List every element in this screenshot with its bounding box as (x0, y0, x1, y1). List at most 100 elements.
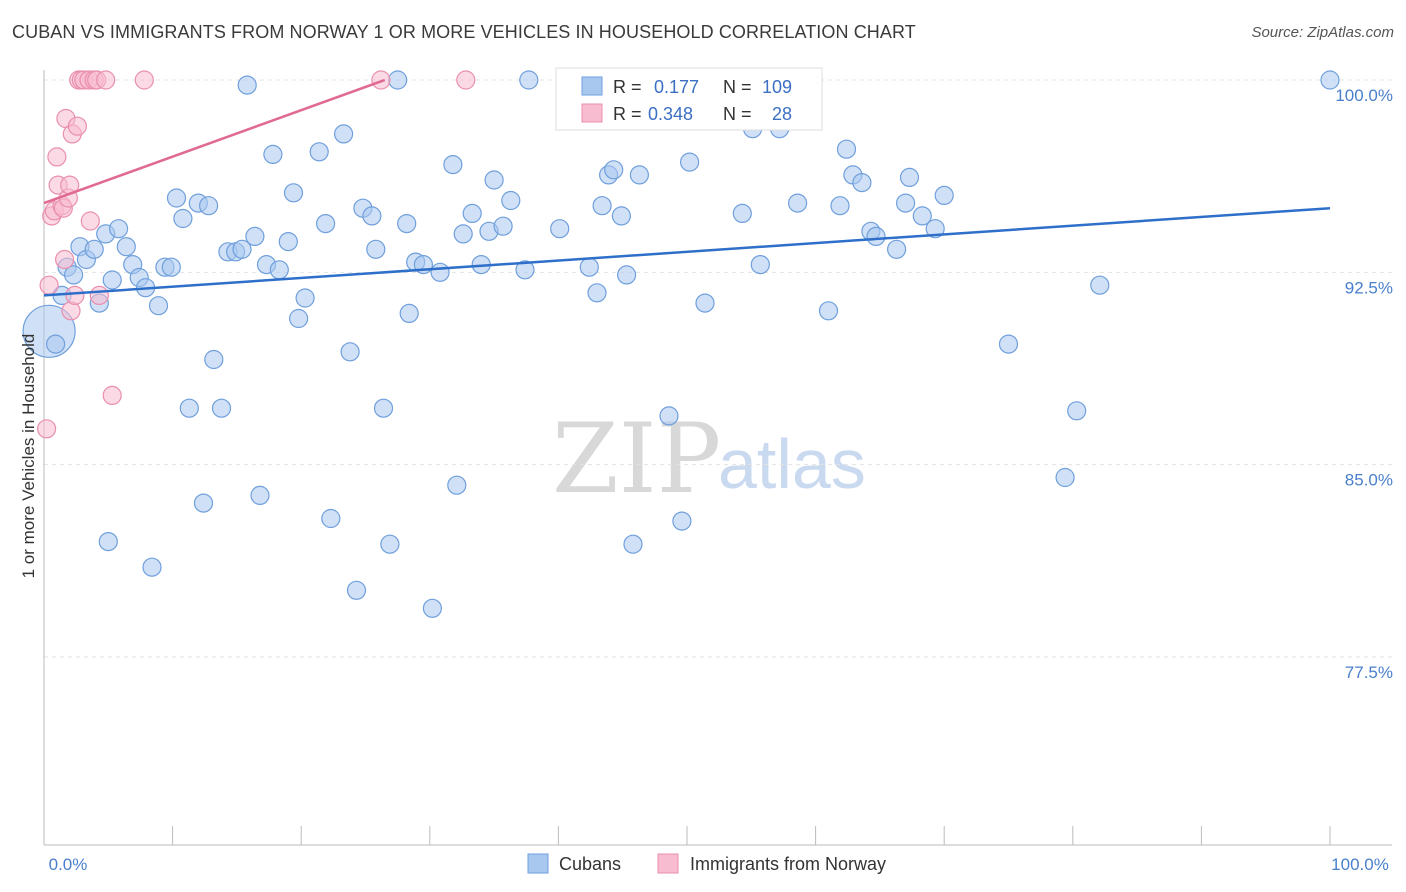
chart-source: Source: ZipAtlas.com (1251, 24, 1394, 41)
cubans-point (616, 265, 637, 285)
cubans-point (501, 190, 521, 211)
grid-lines (44, 79, 1392, 658)
trend-lines (43, 78, 1331, 297)
cubans-point (295, 288, 315, 308)
cubans-point (836, 139, 857, 159)
cubans-point (263, 144, 283, 164)
y-axis-title: 1 or more Vehicles in Household (19, 334, 38, 579)
legend-r-value-cubans: 0.177 (654, 77, 699, 97)
cubans-point (309, 142, 329, 162)
cubans-point (204, 349, 224, 370)
cubans-point (550, 219, 570, 239)
cubans-point (232, 239, 252, 259)
cubans-point (289, 308, 309, 329)
cubans-point (672, 511, 692, 531)
cubans-point (380, 534, 400, 554)
norway-point (371, 70, 391, 90)
norway-point (47, 147, 67, 167)
cubans-point (321, 508, 341, 529)
watermark-zip: ZIP (552, 403, 721, 515)
cubans-trend-line (43, 206, 1331, 297)
legend-n-value-cubans: 109 (762, 77, 792, 97)
stats-legend: R = 0.177 N = 109 R = 0.348 N = 28 (555, 67, 823, 131)
bottom-legend-swatch-norway (657, 853, 679, 874)
cubans-point (250, 485, 270, 505)
bottom-legend: Cubans Immigrants from Norway (527, 853, 886, 874)
cubans-point (346, 580, 367, 600)
data-points (22, 70, 1340, 618)
legend-swatch-norway (581, 103, 603, 123)
cubans-point (899, 167, 920, 187)
cubans-point (362, 206, 382, 226)
bottom-legend-label-cubans: Cubans (559, 854, 621, 874)
legend-r-label-cubans: R = (613, 77, 642, 97)
cubans-point (818, 301, 839, 321)
cubans-point (278, 232, 298, 252)
cubans-point (453, 224, 473, 244)
cubans-point (399, 303, 419, 323)
legend-r-label-norway: R = (613, 104, 642, 124)
cubans-point (422, 598, 442, 618)
y-tick-label-0: 77.5% (1345, 663, 1393, 682)
cubans-point (679, 152, 700, 172)
cubans-point (587, 283, 607, 303)
cubans-point (334, 124, 354, 144)
cubans-point (886, 239, 907, 259)
cubans-point (161, 257, 181, 277)
legend-n-label-norway: N = (723, 104, 752, 124)
cubans-point (166, 188, 187, 208)
cubans-point (1067, 401, 1087, 421)
cubans-point (830, 196, 850, 216)
cubans-point (1320, 70, 1340, 90)
cubans-point (895, 193, 916, 213)
cubans-point (173, 208, 193, 229)
cubans-point (579, 257, 599, 277)
watermark-atlas: atlas (718, 425, 866, 503)
cubans-point (611, 206, 632, 226)
cubans-point (397, 214, 417, 234)
norway-point (89, 285, 109, 305)
cubans-point (430, 262, 450, 282)
x-tick-label-100: 100.0% (1331, 855, 1389, 874)
norway-point (54, 249, 75, 270)
legend-r-value-norway: 0.348 (648, 104, 693, 124)
cubans-point (211, 398, 232, 418)
cubans-point (108, 219, 129, 239)
cubans-point (515, 260, 535, 280)
cubans-point (237, 75, 257, 95)
cubans-point (1055, 467, 1075, 488)
y-tick-label-3: 100.0% (1335, 86, 1393, 105)
cubans-point (604, 160, 624, 180)
cubans-point (519, 70, 539, 90)
cubans-point (269, 260, 289, 280)
cubans-point (592, 196, 612, 216)
norway-point (80, 211, 100, 231)
cubans-point (102, 270, 122, 290)
y-tick-label-1: 85.0% (1345, 471, 1393, 490)
norway-point (65, 285, 85, 305)
norway-point (67, 116, 88, 136)
norway-point (134, 70, 154, 90)
norway-point (36, 419, 57, 439)
cubans-point (493, 216, 513, 236)
cubans-point (142, 557, 162, 577)
legend-n-label-cubans: N = (723, 77, 752, 97)
norway-point (96, 70, 116, 90)
bottom-legend-swatch-cubans (527, 853, 549, 874)
cubans-point (925, 219, 945, 239)
cubans-point (787, 193, 808, 213)
norway-trend-line (43, 78, 386, 205)
norway-point (456, 70, 476, 90)
cubans-point (934, 185, 954, 205)
norway-point (39, 275, 59, 295)
cubans-point (732, 203, 752, 223)
cubans-point (695, 293, 715, 313)
cubans-point (283, 183, 304, 203)
cubans-point (116, 237, 136, 257)
cubans-point (366, 239, 386, 259)
chart-title: CUBAN VS IMMIGRANTS FROM NORWAY 1 OR MOR… (12, 22, 916, 42)
bottom-legend-label-norway: Immigrants from Norway (690, 854, 886, 874)
y-tick-label-2: 92.5% (1345, 278, 1393, 297)
cubans-point (63, 265, 84, 285)
